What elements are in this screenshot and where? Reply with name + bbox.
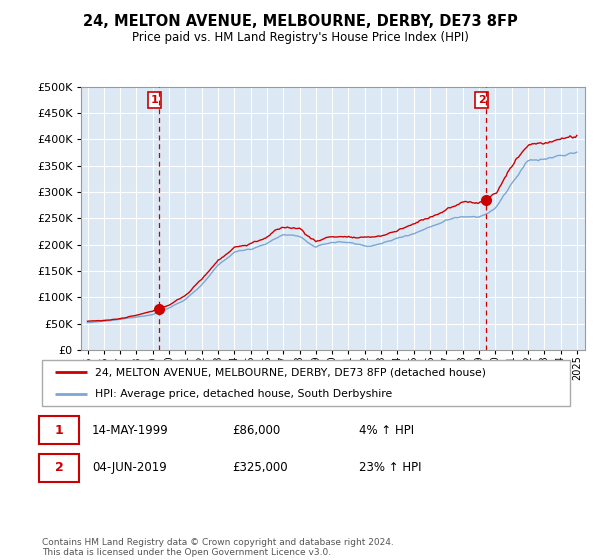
Text: 4% ↑ HPI: 4% ↑ HPI	[359, 423, 414, 437]
Text: 2: 2	[55, 461, 64, 474]
Text: HPI: Average price, detached house, South Derbyshire: HPI: Average price, detached house, Sout…	[95, 389, 392, 399]
Text: £86,000: £86,000	[232, 423, 280, 437]
Text: 24, MELTON AVENUE, MELBOURNE, DERBY, DE73 8FP (detached house): 24, MELTON AVENUE, MELBOURNE, DERBY, DE7…	[95, 367, 486, 377]
Text: 24, MELTON AVENUE, MELBOURNE, DERBY, DE73 8FP: 24, MELTON AVENUE, MELBOURNE, DERBY, DE7…	[83, 14, 517, 29]
Text: 1: 1	[151, 95, 158, 105]
Text: Contains HM Land Registry data © Crown copyright and database right 2024.
This d: Contains HM Land Registry data © Crown c…	[42, 538, 394, 557]
FancyBboxPatch shape	[40, 454, 79, 482]
Text: £325,000: £325,000	[232, 461, 288, 474]
Text: 1: 1	[55, 423, 64, 437]
Text: 2: 2	[478, 95, 485, 105]
Text: 04-JUN-2019: 04-JUN-2019	[92, 461, 167, 474]
FancyBboxPatch shape	[40, 416, 79, 444]
FancyBboxPatch shape	[42, 360, 570, 406]
Text: 14-MAY-1999: 14-MAY-1999	[92, 423, 169, 437]
Text: Price paid vs. HM Land Registry's House Price Index (HPI): Price paid vs. HM Land Registry's House …	[131, 31, 469, 44]
Text: 23% ↑ HPI: 23% ↑ HPI	[359, 461, 421, 474]
